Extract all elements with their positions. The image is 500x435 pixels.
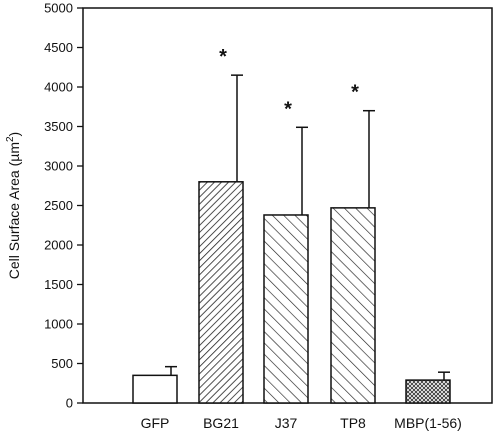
x-axis-labels: GFP BG21 J37 TP8 MBP(1-56) xyxy=(141,415,462,431)
y-axis-label: Cell Surface Area (µm2) xyxy=(5,132,22,279)
y-tick-label: 3500 xyxy=(44,119,73,134)
x-category-label: J37 xyxy=(275,415,298,431)
y-tick-label: 2000 xyxy=(44,238,73,253)
bars: * * * xyxy=(132,46,451,404)
bar-BG21 xyxy=(198,181,244,404)
bar-J37 xyxy=(263,214,309,404)
bar-TP8 xyxy=(330,207,376,404)
x-category-label: TP8 xyxy=(340,415,366,431)
y-tick-label: 4500 xyxy=(44,40,73,55)
y-label-text: Cell Surface Area (µm xyxy=(6,142,22,279)
y-tick-label: 0 xyxy=(66,396,73,411)
y-tick-label: 1000 xyxy=(44,317,73,332)
y-tick-label: 5000 xyxy=(44,1,73,16)
significance-star-TP8: * xyxy=(351,82,359,104)
bar-MBP(1-56) xyxy=(405,379,451,404)
bar-GFP xyxy=(132,374,178,404)
x-category-label: MBP(1-56) xyxy=(394,415,462,431)
y-tick-label: 1500 xyxy=(44,277,73,292)
y-tick-label: 2500 xyxy=(44,198,73,213)
x-category-label: GFP xyxy=(141,415,170,431)
significance-star-J37: * xyxy=(284,98,292,120)
y-tick-label: 3000 xyxy=(44,159,73,174)
x-category-label: BG21 xyxy=(203,415,239,431)
y-tick-label: 4000 xyxy=(44,80,73,95)
y-label-superscript: 2 xyxy=(5,136,16,142)
significance-star-BG21: * xyxy=(219,46,227,68)
y-label-end: ) xyxy=(6,132,22,137)
y-tick-label: 500 xyxy=(51,356,73,371)
